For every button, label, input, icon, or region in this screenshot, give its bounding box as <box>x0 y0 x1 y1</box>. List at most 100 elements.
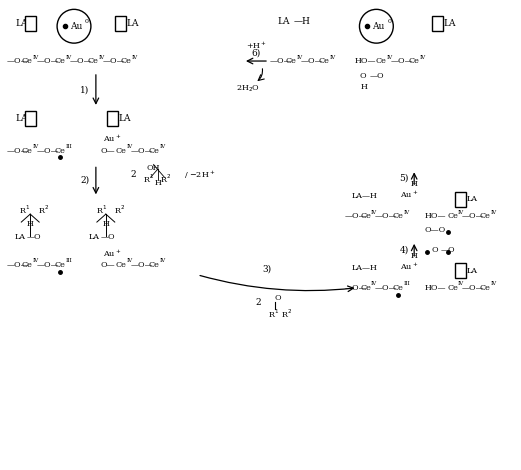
Text: Ce: Ce <box>22 261 33 269</box>
Text: Ce: Ce <box>360 284 371 292</box>
Text: Ce: Ce <box>447 212 458 220</box>
Text: 3): 3) <box>262 264 271 273</box>
Text: HO—: HO— <box>424 212 445 220</box>
Text: Au$^+$: Au$^+$ <box>400 188 418 200</box>
Text: LA: LA <box>278 17 290 26</box>
Text: LA: LA <box>467 267 478 275</box>
Bar <box>115 16 126 31</box>
Text: —O—: —O— <box>37 57 59 65</box>
Text: —O—: —O— <box>375 284 398 292</box>
Text: IV: IV <box>127 258 133 263</box>
Text: Ce: Ce <box>408 57 419 65</box>
Text: IV: IV <box>127 144 133 149</box>
Text: —O—: —O— <box>344 284 367 292</box>
Text: —O—: —O— <box>462 284 485 292</box>
Bar <box>25 111 36 126</box>
Text: —O—: —O— <box>131 261 153 269</box>
Text: LA: LA <box>15 114 28 123</box>
Text: Ce: Ce <box>393 212 404 220</box>
Text: O—O: O—O <box>424 226 445 234</box>
Text: —O—: —O— <box>6 57 29 65</box>
Text: IV: IV <box>387 55 393 60</box>
Text: —O—: —O— <box>103 57 125 65</box>
Text: IV: IV <box>458 210 464 215</box>
Text: —O—: —O— <box>270 57 293 65</box>
Text: IV: IV <box>98 55 105 60</box>
Text: Ce: Ce <box>376 57 386 65</box>
Text: LA: LA <box>15 19 28 28</box>
Text: Ce: Ce <box>116 261 127 269</box>
Text: —O—: —O— <box>131 147 153 155</box>
Text: 2: 2 <box>255 298 261 307</box>
Text: IV: IV <box>491 210 497 215</box>
Text: LA: LA <box>89 233 100 241</box>
Text: Ce: Ce <box>88 57 98 65</box>
Text: 2H$_2$O: 2H$_2$O <box>236 84 260 94</box>
Text: Ce: Ce <box>447 284 458 292</box>
Text: Au$^+$: Au$^+$ <box>400 260 418 272</box>
Text: 2): 2) <box>80 176 90 185</box>
Text: R$^2$: R$^2$ <box>281 307 292 320</box>
Text: IV: IV <box>159 144 166 149</box>
Text: O: O <box>431 246 438 254</box>
Text: LA: LA <box>119 114 131 123</box>
Bar <box>455 263 466 278</box>
Text: H: H <box>411 252 418 260</box>
Text: —O—: —O— <box>6 147 29 155</box>
Text: Ce: Ce <box>116 147 127 155</box>
Text: O—: O— <box>101 261 116 269</box>
Text: 6): 6) <box>252 48 260 58</box>
Text: R$^1$: R$^1$ <box>143 172 154 185</box>
Circle shape <box>359 9 393 43</box>
Text: —O—: —O— <box>301 57 323 65</box>
Text: OH: OH <box>147 164 160 172</box>
Text: LA: LA <box>467 195 478 203</box>
Text: R$^1$: R$^1$ <box>19 204 30 216</box>
Text: III: III <box>404 281 411 286</box>
Text: Ce: Ce <box>480 212 491 220</box>
Text: IV: IV <box>33 144 39 149</box>
Text: Ce: Ce <box>55 57 66 65</box>
Text: Au: Au <box>70 22 82 31</box>
Bar <box>107 111 118 126</box>
Text: R$^1$: R$^1$ <box>268 307 279 320</box>
Text: IV: IV <box>329 55 336 60</box>
Text: —O—: —O— <box>6 261 29 269</box>
Text: Ce: Ce <box>148 261 159 269</box>
Text: O: O <box>275 294 281 302</box>
Text: IV: IV <box>371 281 377 286</box>
Text: Ce: Ce <box>318 57 329 65</box>
Text: 5): 5) <box>400 174 409 183</box>
Text: Ce: Ce <box>120 57 131 65</box>
Text: H: H <box>361 83 368 91</box>
Text: IV: IV <box>33 55 39 60</box>
Text: —O—: —O— <box>462 212 485 220</box>
Text: —O—: —O— <box>37 261 59 269</box>
Text: LA: LA <box>127 19 139 28</box>
Text: —O: —O <box>26 233 41 241</box>
Text: Ce: Ce <box>148 147 159 155</box>
Text: IV: IV <box>491 281 497 286</box>
Text: IV: IV <box>296 55 303 60</box>
Text: LA: LA <box>443 19 455 28</box>
Text: —O—: —O— <box>344 212 367 220</box>
Text: LA—H: LA—H <box>352 192 377 200</box>
Text: +H$^+$: +H$^+$ <box>245 39 267 51</box>
Text: 4): 4) <box>400 245 409 254</box>
Text: LA: LA <box>14 233 26 241</box>
Text: R$^1$: R$^1$ <box>96 204 107 216</box>
Text: Ce: Ce <box>480 284 491 292</box>
Text: Au: Au <box>373 22 385 31</box>
Text: IV: IV <box>159 258 166 263</box>
Text: IV: IV <box>371 210 377 215</box>
Text: 0: 0 <box>85 19 89 24</box>
Text: Ce: Ce <box>286 57 296 65</box>
Text: IV: IV <box>33 258 39 263</box>
Text: H: H <box>27 220 34 228</box>
Text: O—: O— <box>101 147 116 155</box>
Text: O: O <box>359 72 366 80</box>
Text: —O—: —O— <box>390 57 413 65</box>
Text: III: III <box>66 258 72 263</box>
Text: Ce: Ce <box>393 284 404 292</box>
Text: Ce: Ce <box>55 261 66 269</box>
